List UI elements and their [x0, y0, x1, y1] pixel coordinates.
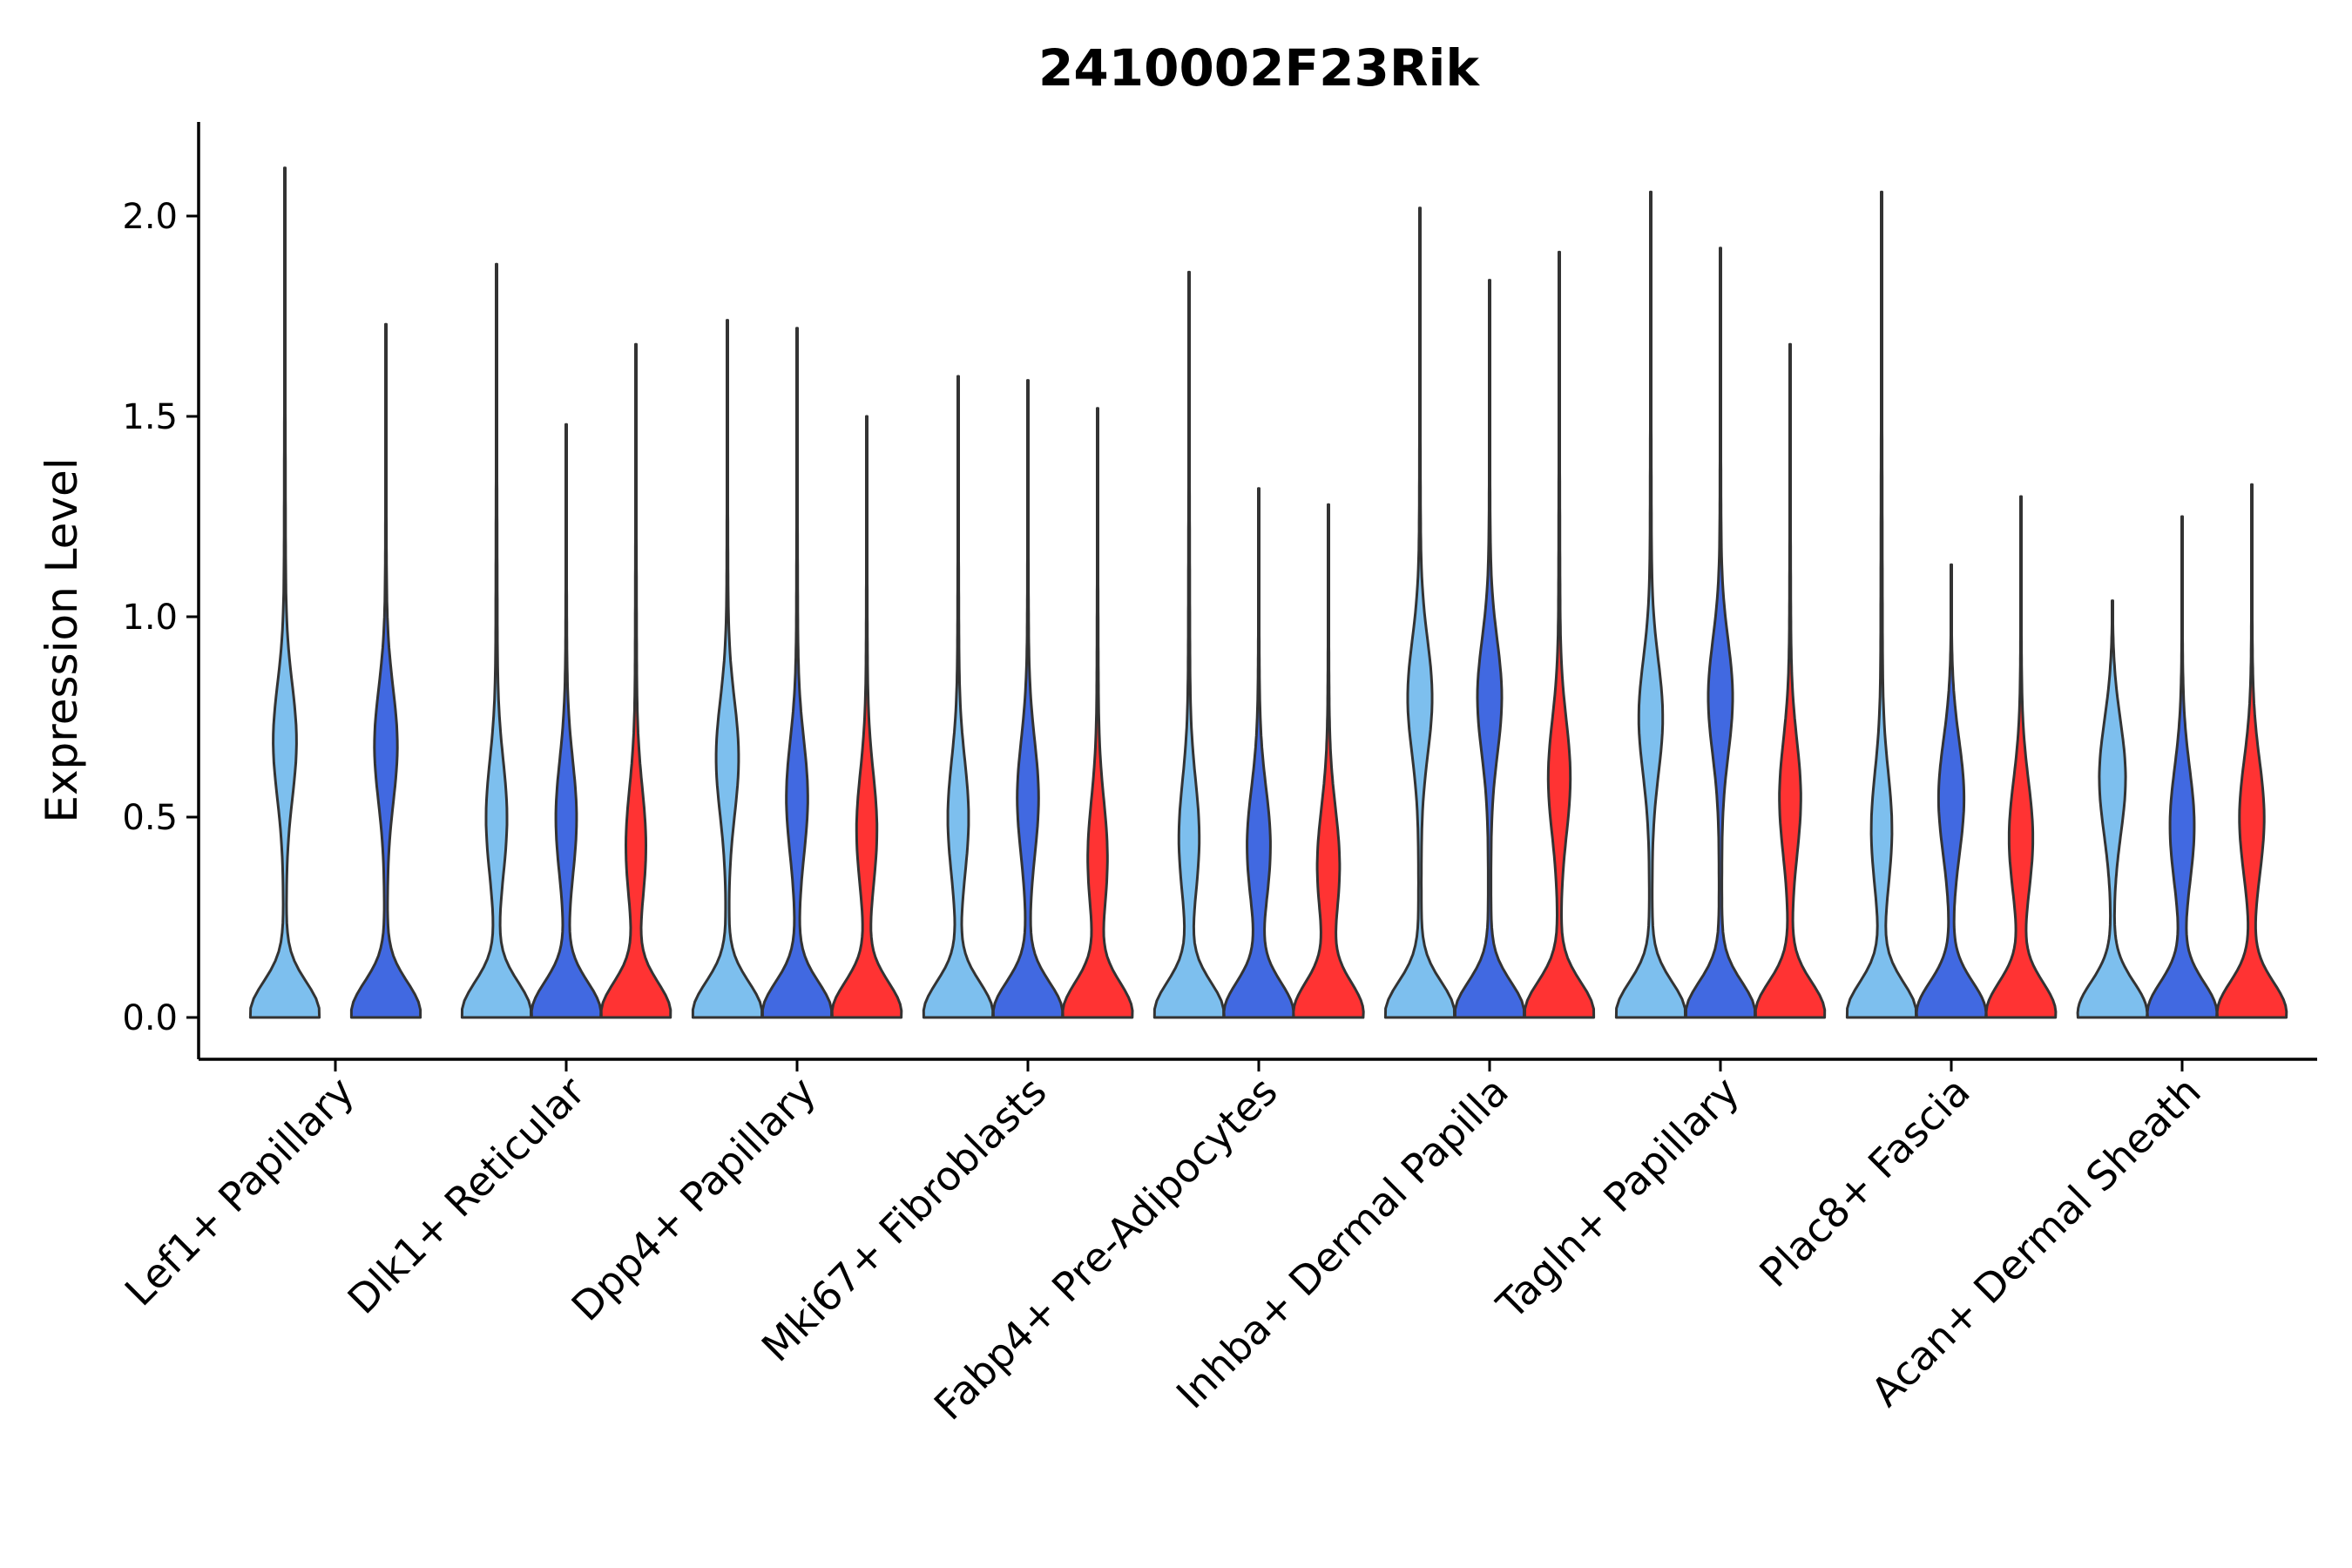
violin-6-1 — [1684, 247, 1757, 1019]
x-tick-label: Tagln+ Papillary — [1487, 1068, 1748, 1329]
violin-1-2 — [599, 342, 672, 1019]
y-tick-label: 0.0 — [122, 998, 178, 1038]
violin-0-0 — [248, 166, 321, 1019]
violin-3-1 — [991, 379, 1064, 1019]
y-tick-label: 2.0 — [122, 197, 178, 237]
y-axis-label: Expression Level — [37, 457, 87, 822]
violin-4-0 — [1152, 270, 1226, 1019]
violin-4-1 — [1222, 487, 1295, 1019]
x-tick-label: Plac8+ Fascia — [1750, 1068, 1978, 1296]
violin-2-0 — [691, 319, 764, 1019]
violin-0-1 — [349, 322, 422, 1019]
violin-8-1 — [2146, 515, 2219, 1019]
violin-1-0 — [460, 262, 533, 1019]
violin-5-2 — [1523, 250, 1596, 1019]
violin-8-0 — [2076, 599, 2149, 1019]
x-tick-label: Lef1+ Papillary — [116, 1068, 363, 1315]
violin-8-2 — [2215, 483, 2288, 1019]
violin-7-0 — [1845, 190, 1918, 1019]
violin-3-0 — [922, 375, 995, 1019]
violin-6-2 — [1754, 342, 1827, 1019]
y-tick-label: 1.0 — [122, 598, 178, 638]
violin-2-1 — [760, 327, 834, 1019]
violin-1-1 — [530, 422, 603, 1019]
violin-2-2 — [830, 415, 903, 1019]
x-tick-label: Dlk1+ Reticular — [339, 1068, 594, 1323]
y-tick-label: 1.5 — [122, 397, 178, 437]
chart-title: 2410002F23Rik — [1038, 38, 1480, 98]
violin-plot-area — [248, 166, 2288, 1019]
violin-4-2 — [1292, 503, 1365, 1019]
violin-7-2 — [1984, 495, 2058, 1019]
violin-6-0 — [1614, 190, 1687, 1019]
violin-7-1 — [1915, 563, 1988, 1019]
x-tick-label: Dpp4+ Papillary — [563, 1068, 825, 1330]
y-tick-label: 0.5 — [122, 798, 178, 838]
violin-5-1 — [1453, 279, 1526, 1019]
violin-3-2 — [1061, 407, 1134, 1019]
violin-5-0 — [1383, 206, 1456, 1019]
